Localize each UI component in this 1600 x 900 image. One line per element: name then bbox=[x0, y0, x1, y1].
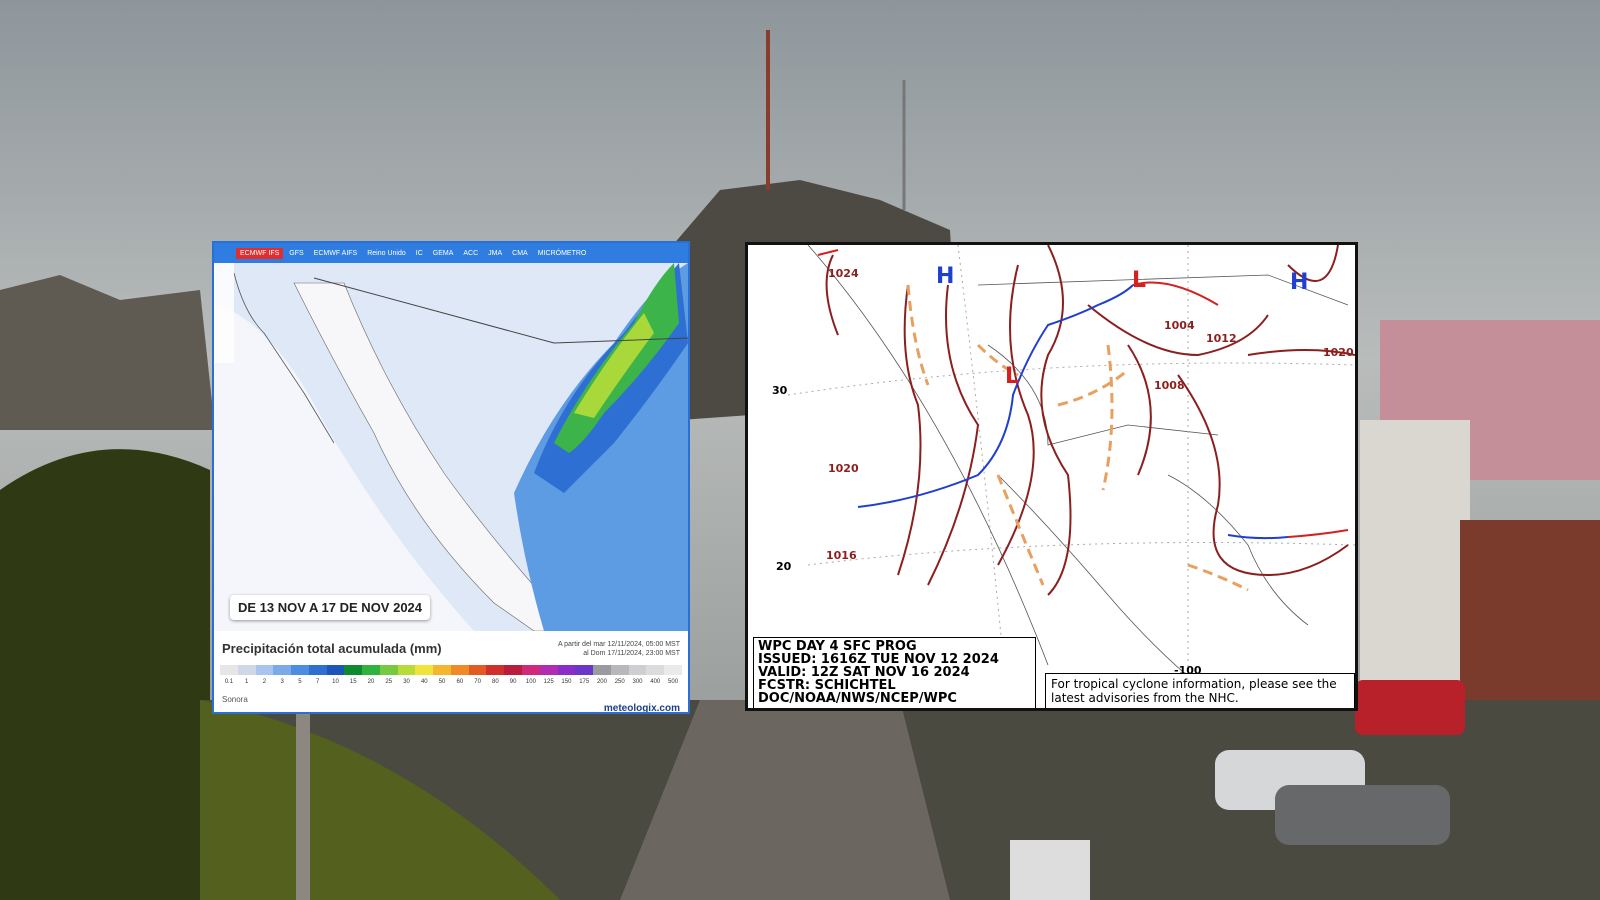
model-tabs: ECMWF IFS GFS ECMWF AIFS Reino Unido IC GEMA A… bbox=[214, 243, 688, 263]
precipitation-map: ECMWF IFS GFS ECMWF AIFS Reino Unido IC GEMA A… bbox=[212, 241, 690, 714]
scale-value: 400 bbox=[650, 679, 661, 685]
isobar-label: 1004 bbox=[1164, 319, 1195, 332]
period-start: A partir del mar 12/11/2024, 05:00 MST bbox=[557, 641, 680, 648]
isobar-label: 1008 bbox=[1154, 379, 1185, 392]
scale-swatch bbox=[504, 665, 523, 675]
info-line: DOC/NOAA/NWS/NCEP/WPC bbox=[758, 691, 957, 706]
map-image: 1024 1020 1016 1004 1012 1020 1008 30 20… bbox=[772, 245, 1355, 708]
scale-swatch bbox=[433, 665, 451, 675]
scale-value: 90 bbox=[509, 679, 517, 685]
scale-swatch bbox=[575, 665, 594, 675]
tropical-note: For tropical cyclone information, please… bbox=[1045, 673, 1355, 708]
scale-swatch bbox=[379, 665, 398, 675]
scale-swatch bbox=[522, 665, 540, 675]
model-tab[interactable]: ACC bbox=[463, 249, 479, 257]
scale-swatch bbox=[308, 665, 327, 675]
scale-value: 80 bbox=[492, 679, 499, 685]
latitude-label: 30 bbox=[772, 384, 788, 397]
scale-swatch bbox=[291, 665, 309, 675]
scale-value: 10 bbox=[332, 679, 339, 685]
scale-value: 200 bbox=[596, 679, 607, 685]
scale-swatch bbox=[593, 665, 611, 675]
scale-value: 70 bbox=[474, 679, 481, 685]
legend: Precipitación total acumulada (mm) A par… bbox=[214, 631, 688, 714]
scale-value: 25 bbox=[385, 679, 393, 685]
info-line: ISSUED: 1616Z TUE NOV 12 2024 bbox=[758, 652, 999, 667]
high-pressure: H bbox=[936, 264, 954, 289]
isobar-label: 1024 bbox=[828, 267, 859, 280]
scale-swatch bbox=[237, 665, 256, 675]
scale-swatch bbox=[326, 665, 345, 675]
scale-swatch bbox=[397, 665, 416, 675]
surface-prog-map: 1024 1020 1016 1004 1012 1020 1008 30 20… bbox=[745, 242, 1358, 711]
scale-value: 500 bbox=[668, 679, 679, 685]
model-tab[interactable]: MICRÓMETRO bbox=[537, 249, 587, 257]
legend-title: Precipitación total acumulada (mm) bbox=[222, 641, 442, 656]
scale-swatch bbox=[468, 665, 487, 675]
scale-swatch bbox=[486, 665, 505, 675]
isobar-label: 1020 bbox=[828, 462, 859, 475]
period-end: al Dom 17/11/2024, 23:00 MST bbox=[583, 650, 680, 657]
scale-swatch bbox=[539, 665, 558, 675]
scale-value: 40 bbox=[420, 679, 428, 685]
scale-swatch bbox=[362, 665, 380, 675]
high-pressure: H bbox=[1290, 270, 1308, 295]
isobar-label: 1020 bbox=[1323, 346, 1354, 359]
model-tab[interactable]: Reino Unido bbox=[367, 249, 406, 257]
scale-value: 3 bbox=[280, 679, 284, 685]
scale-value: 250 bbox=[614, 679, 625, 685]
info-line: WPC DAY 4 SFC PROG bbox=[758, 639, 917, 654]
source: meteologix.com bbox=[603, 703, 680, 714]
scale-value: 100 bbox=[525, 679, 536, 685]
scale-value: 125 bbox=[543, 679, 554, 685]
scale-swatch bbox=[646, 665, 665, 675]
scale-value: 2 bbox=[262, 679, 267, 685]
scale-swatch bbox=[273, 665, 292, 675]
low-pressure: L bbox=[1132, 268, 1146, 293]
scale-value: 300 bbox=[632, 679, 643, 685]
model-tab[interactable]: ECMWF IFS bbox=[236, 247, 284, 259]
scale-value: 7 bbox=[316, 679, 320, 685]
isobar-label: 1012 bbox=[1206, 332, 1237, 345]
scale-value: 20 bbox=[367, 679, 375, 685]
scale-swatch bbox=[415, 665, 434, 675]
scale-value: 60 bbox=[456, 679, 464, 685]
low-pressure: L bbox=[1005, 364, 1019, 389]
scale-value: 0.1 bbox=[224, 679, 234, 685]
scale-swatch bbox=[628, 665, 647, 675]
info-line: VALID: 12Z SAT NOV 16 2024 bbox=[758, 665, 970, 680]
info-line: FCSTR: SCHICHTEL bbox=[758, 678, 896, 693]
scale-swatch bbox=[664, 665, 682, 675]
scale-swatch bbox=[450, 665, 469, 675]
scale-swatch bbox=[557, 665, 576, 675]
product-info: WPC DAY 4 SFC PROG ISSUED: 1616Z TUE NOV … bbox=[753, 637, 1036, 708]
region: Sonora bbox=[222, 695, 248, 704]
model-tab[interactable]: GFS bbox=[289, 249, 304, 257]
scale-value: 175 bbox=[579, 679, 590, 685]
map-image bbox=[214, 243, 688, 631]
model-tab[interactable]: IC bbox=[415, 249, 423, 257]
scale-swatch bbox=[610, 665, 629, 675]
scale-value: 5 bbox=[298, 679, 302, 685]
scale-swatch bbox=[344, 665, 363, 675]
model-tab[interactable]: JMA bbox=[488, 249, 503, 257]
scale-value: 1 bbox=[244, 679, 249, 685]
scale-values: 0.1 1 2 3 5 7 10 15 20 25 30 40 50 60 70 80 90 100 125 150 1… bbox=[220, 679, 682, 685]
scale-swatch bbox=[255, 665, 274, 675]
color-scale bbox=[220, 665, 682, 675]
model-tab[interactable]: ECMWF AIFS bbox=[313, 249, 358, 257]
model-tab[interactable]: GEMA bbox=[432, 249, 454, 257]
latitude-label: 20 bbox=[776, 560, 792, 573]
date-label: DE 13 NOV A 17 DE NOV 2024 bbox=[230, 595, 431, 620]
scale-value: 150 bbox=[561, 679, 572, 685]
scale-value: 30 bbox=[403, 679, 410, 685]
scale-value: 15 bbox=[349, 679, 357, 685]
model-tab[interactable]: CMA bbox=[512, 249, 528, 257]
scale-swatch bbox=[220, 665, 238, 675]
isobar-label: 1016 bbox=[826, 549, 857, 562]
scale-value: 50 bbox=[438, 679, 446, 685]
